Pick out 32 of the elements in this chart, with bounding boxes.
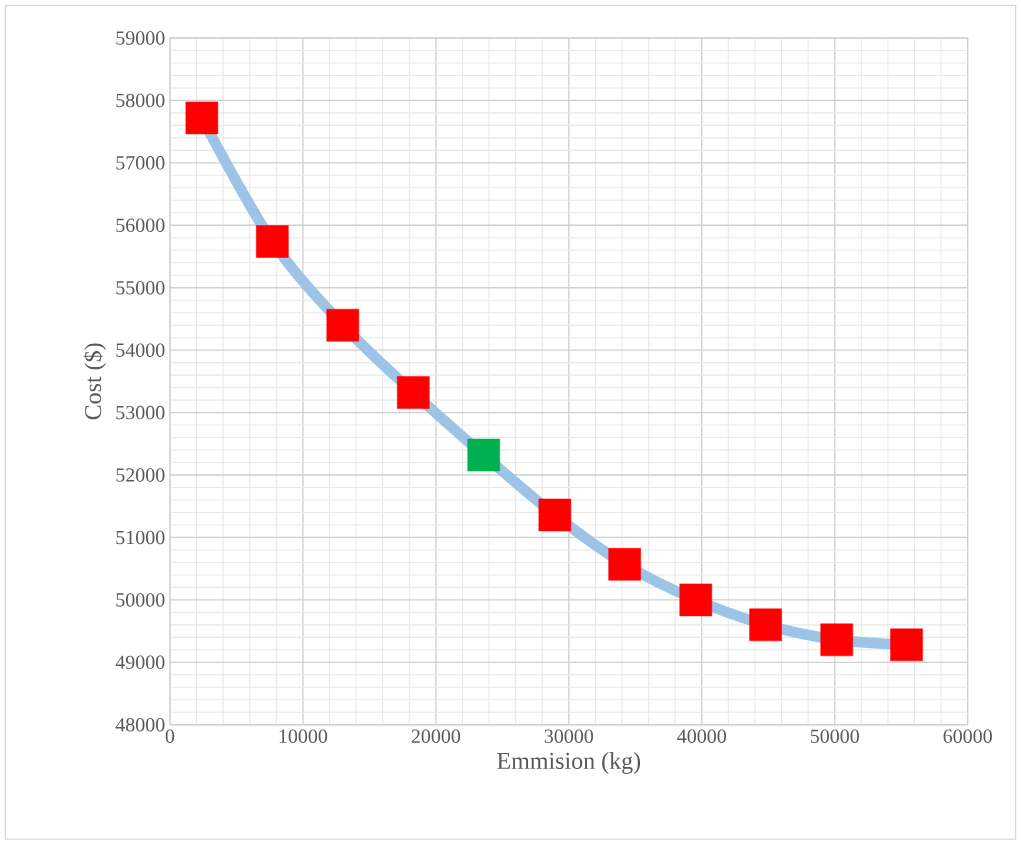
y-tick-label: 51000: [116, 530, 165, 545]
y-tick-label: 55000: [116, 281, 165, 295]
x-tick-label: 30000: [544, 729, 594, 744]
point: [749, 608, 782, 642]
y-tick-label: 53000: [116, 405, 165, 420]
point: [256, 225, 289, 258]
point: [326, 309, 360, 342]
y-tick-label: 56000: [116, 218, 165, 233]
x-tick-label: 0: [165, 729, 175, 744]
point: [890, 628, 923, 662]
point: [679, 583, 713, 617]
point: [397, 376, 430, 410]
y-tick-label: 52000: [116, 468, 165, 482]
y-tick-label: 50000: [116, 593, 165, 607]
x-axis-title: Emmision (kg): [497, 752, 641, 775]
point: [608, 548, 641, 581]
point: [467, 438, 500, 472]
x-tick-label: 10000: [279, 729, 328, 744]
y-tick-label: 57000: [116, 156, 165, 170]
point: [185, 101, 219, 135]
y-tick-label: 49000: [115, 655, 165, 670]
y-tick-label: 48000: [115, 718, 165, 732]
point: [538, 498, 572, 532]
y-tick-label: 58000: [116, 93, 165, 108]
y-tick-label: 54000: [116, 343, 165, 358]
x-tick-label: 50000: [810, 729, 859, 744]
x-tick-label: 20000: [411, 729, 461, 744]
y-axis-title: Cost ($): [83, 343, 107, 420]
x-tick-label: 40000: [677, 729, 727, 744]
x-tick-label: 60000: [943, 729, 992, 744]
y-tick-label: 59000: [116, 31, 165, 45]
point: [820, 623, 853, 657]
